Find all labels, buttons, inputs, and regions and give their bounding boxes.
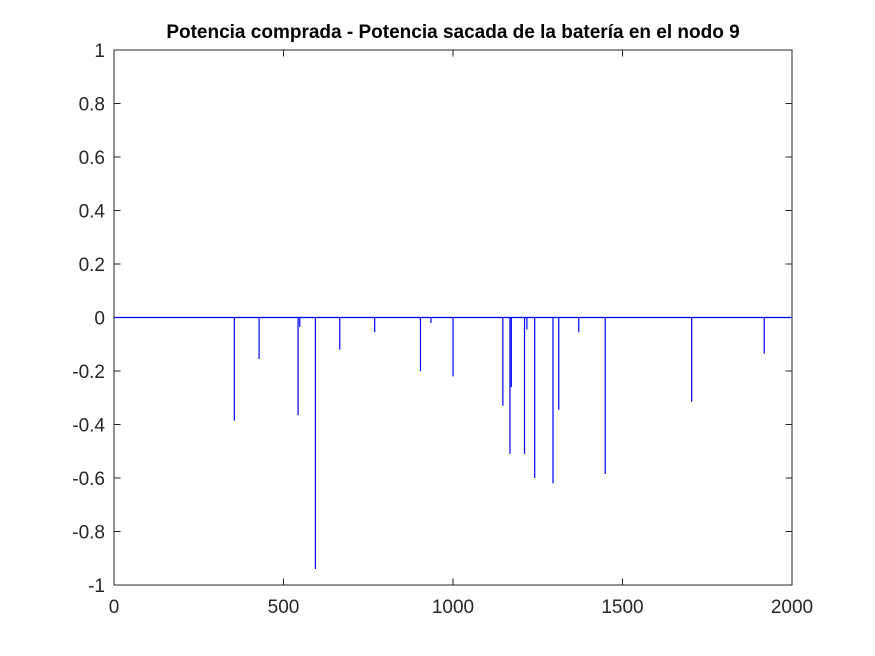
series-group (114, 316, 792, 569)
y-tick-label: -0.6 (72, 469, 105, 490)
y-tick-label: 0.6 (79, 148, 105, 169)
y-tick-label: 0 (94, 309, 105, 330)
x-tick-label: 500 (268, 597, 300, 618)
y-tick-label: -0.2 (72, 362, 105, 383)
y-tick-label: 0.4 (79, 202, 106, 223)
x-tick-label: 1000 (432, 597, 474, 618)
y-axis-tick-labels: 1 0.8 0.6 0.4 0.2 0 -0.2 -0.4 -0.6 -0.8 -1 (72, 41, 105, 597)
y-tick-label: -0.4 (72, 416, 105, 437)
y-tick-label: -1 (88, 576, 105, 597)
y-tick-label: 1 (94, 41, 105, 62)
x-axis-tick-labels: 0 500 1000 1500 2000 (109, 597, 813, 618)
y-tick-label: 0.8 (79, 95, 105, 116)
y-tick-label: -0.8 (72, 523, 105, 544)
x-tick-label: 0 (109, 597, 120, 618)
x-tick-label: 2000 (771, 597, 813, 618)
chart-title: Potencia comprada - Potencia sacada de l… (166, 22, 739, 43)
y-tick-label: 0.2 (79, 255, 105, 276)
x-tick-label: 1500 (601, 597, 643, 618)
